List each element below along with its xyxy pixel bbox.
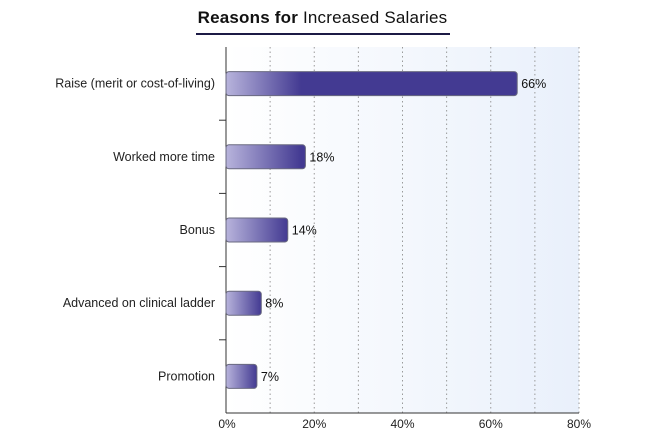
x-tick-label: 60%	[479, 417, 503, 431]
category-label: Advanced on clinical ladder	[63, 296, 215, 310]
value-label: 8%	[265, 297, 283, 311]
category-label: Raise (merit or cost-of-living)	[55, 77, 215, 91]
title-underline	[196, 33, 450, 35]
bar	[225, 363, 258, 389]
value-label: 14%	[292, 224, 317, 238]
bar	[225, 144, 306, 170]
chart-title-rest: Increased Salaries	[302, 8, 448, 27]
chart-title: Reasons for Increased Salaries	[0, 8, 645, 28]
value-label: 7%	[261, 370, 279, 384]
category-label: Bonus	[180, 223, 215, 237]
x-tick-label: 40%	[390, 417, 414, 431]
chart-title-bold: Reasons for	[197, 8, 299, 27]
bar	[225, 217, 289, 243]
value-label: 66%	[521, 77, 546, 91]
x-tick-label: 20%	[302, 417, 326, 431]
x-tick-label: 0%	[218, 417, 236, 431]
value-label: 18%	[309, 150, 334, 164]
x-tick-label: 80%	[567, 417, 591, 431]
bar	[225, 71, 518, 97]
bar	[225, 290, 262, 316]
category-label: Promotion	[158, 369, 215, 383]
category-label: Worked more time	[113, 150, 215, 164]
